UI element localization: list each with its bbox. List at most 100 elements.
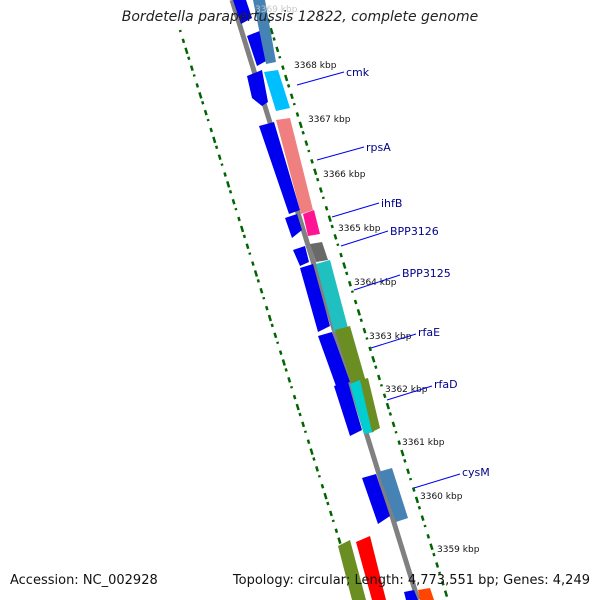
- gc-dash: [262, 296, 266, 300]
- gc-dash: [281, 65, 285, 70]
- gc-dash: [382, 393, 387, 399]
- gc-dash: [359, 318, 363, 323]
- label-leader: [340, 230, 389, 247]
- gc-dash: [290, 385, 294, 389]
- gc-dash: [237, 216, 241, 222]
- tick-label: 3362 kbp: [385, 385, 428, 395]
- gc-dash: [209, 127, 213, 133]
- gc-content-track: [178, 0, 449, 597]
- cds-arrow: [285, 214, 302, 238]
- gc-dash: [251, 261, 255, 266]
- gc-dash: [226, 181, 231, 188]
- gc-dash: [253, 270, 259, 277]
- gc-dash: [337, 537, 342, 545]
- gc-dash: [409, 477, 413, 481]
- gene-label-cmk: cmk: [346, 66, 370, 79]
- tick-label: 3363 kbp: [369, 332, 412, 342]
- gc-dash: [265, 305, 269, 311]
- gc-dash: [292, 102, 296, 106]
- feature-box: [350, 380, 374, 434]
- gc-dash: [353, 299, 358, 305]
- feature-box: [338, 540, 366, 600]
- gc-dash: [336, 243, 340, 247]
- gc-dash: [414, 496, 420, 504]
- gc-dash: [301, 130, 305, 135]
- gc-dash: [388, 412, 392, 416]
- gc-dash: [315, 466, 319, 472]
- gc-dash: [206, 118, 210, 122]
- feature-box: [356, 536, 386, 600]
- gc-dash: [301, 421, 306, 428]
- gc-dash: [267, 314, 272, 322]
- gc-dash: [328, 510, 333, 517]
- gc-dash: [362, 327, 367, 334]
- gc-dash: [365, 337, 369, 340]
- gc-dash: [371, 355, 376, 363]
- gc-dash: [327, 215, 332, 222]
- accession-label: Accession: NC_002928: [10, 573, 158, 588]
- feature-box: [276, 118, 313, 214]
- gc-dash: [310, 159, 314, 164]
- gc-dash: [284, 368, 288, 372]
- gene-label-rfaD: rfaD: [434, 378, 458, 391]
- gc-dash: [411, 487, 416, 492]
- gc-dash: [379, 384, 383, 387]
- cds-arrow: [300, 264, 330, 332]
- gc-dash: [270, 323, 274, 328]
- label-leader: [353, 274, 401, 291]
- gene-label-BPP3126: BPP3126: [390, 225, 439, 238]
- gc-dash: [281, 359, 286, 366]
- gene-labels: cmk rpsA ihfB BPP3126 BPP3125 rfaE rfaD …: [296, 66, 490, 489]
- cds-arrow: [404, 590, 418, 600]
- gc-dash: [400, 449, 405, 457]
- gc-dash: [203, 109, 208, 116]
- gc-dash: [295, 112, 300, 117]
- gc-dash: [320, 483, 325, 489]
- gene-label-cysM: cysM: [462, 466, 490, 479]
- gc-dash: [331, 519, 335, 523]
- gc-dash: [368, 346, 372, 352]
- gc-dash: [374, 365, 378, 369]
- tick-label: 3366 kbp: [323, 170, 366, 180]
- gc-dash: [347, 280, 352, 287]
- gc-dash: [212, 136, 217, 144]
- label-leader: [331, 202, 380, 218]
- gc-dash: [287, 376, 292, 383]
- gc-dash: [214, 145, 219, 150]
- gc-dash: [272, 37, 276, 41]
- feature-box: [335, 326, 366, 386]
- gc-dash: [318, 187, 323, 193]
- gene-label-rfaE: rfaE: [418, 326, 440, 339]
- cds-arrow: [259, 122, 300, 214]
- cds-arrow: [334, 382, 362, 436]
- gc-dash: [435, 562, 440, 568]
- gc-dash: [273, 332, 278, 339]
- gc-dash: [181, 38, 186, 44]
- gc-dash: [306, 439, 311, 445]
- gc-dash: [248, 252, 252, 256]
- gc-dash: [184, 47, 189, 55]
- label-leader: [370, 333, 417, 349]
- gc-dash: [394, 430, 398, 434]
- feature-box: [418, 588, 434, 600]
- gc-dash: [333, 234, 338, 240]
- gc-dash: [321, 196, 325, 200]
- gc-dash: [443, 590, 449, 597]
- cds-arrow: [318, 332, 350, 386]
- gc-dash: [438, 571, 442, 575]
- gc-dash: [286, 84, 291, 88]
- feature-box: [316, 260, 348, 332]
- feature-track: [233, 0, 434, 600]
- gc-dash: [278, 350, 283, 355]
- gc-dash: [178, 29, 182, 33]
- gc-dash: [385, 402, 391, 410]
- gene-label-rpsA: rpsA: [366, 141, 391, 154]
- gc-dash: [397, 440, 402, 445]
- gc-dash: [324, 205, 329, 211]
- gc-dash: [406, 468, 411, 475]
- gc-dash: [423, 524, 427, 528]
- feature-box: [378, 468, 408, 522]
- gc-dash: [256, 279, 260, 283]
- gc-dash: [298, 121, 303, 129]
